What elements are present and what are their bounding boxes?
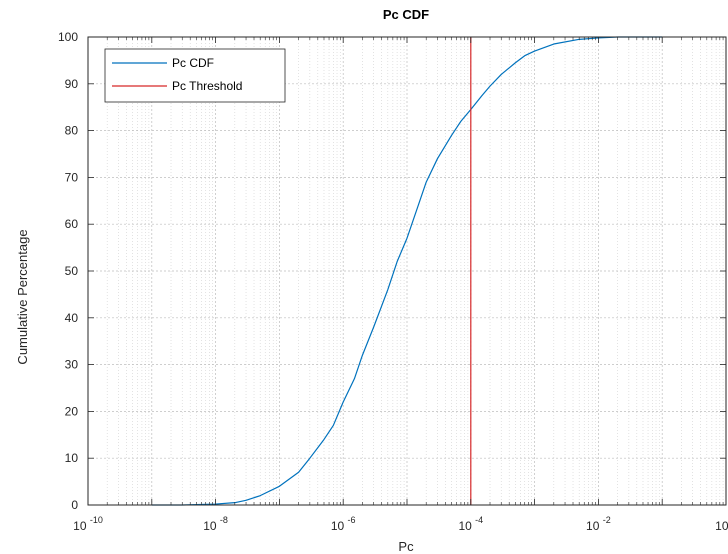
x-tick-label: 10 -6 [331,515,356,533]
x-tick-label-base: 10 [203,519,220,533]
y-tick-label: 40 [65,311,79,325]
x-tick-label: 10 -10 [73,515,103,533]
y-tick-label: 0 [71,498,78,512]
x-tick-label-exponent: -10 [90,515,103,525]
y-tick-label: 50 [65,264,79,278]
y-tick-label: 30 [65,358,79,372]
legend-box [104,48,286,103]
y-tick-label: 80 [65,124,79,138]
x-tick-label-base: 10 [586,519,603,533]
x-tick-label-exponent: -6 [348,515,356,525]
x-tick-label: 10 -2 [586,515,611,533]
x-axis-label: Pc [398,539,414,554]
y-axis-label: Cumulative Percentage [15,229,30,364]
y-tick-label: 100 [58,30,78,44]
y-tick-label: 60 [65,217,79,231]
x-tick-label-base: 10 [715,519,728,533]
legend: Pc CDF Pc Threshold [104,48,286,103]
x-tick-label: 10 0 [715,515,728,533]
x-tick-label-base: 10 [73,519,90,533]
x-tick-label-base: 10 [331,519,348,533]
grid-lines [87,36,727,506]
x-tick-label-exponent: -8 [220,515,228,525]
series-layer [151,36,663,506]
x-tick-label-exponent: -4 [475,515,483,525]
y-tick-label: 10 [65,451,79,465]
legend-label-pc-threshold: Pc Threshold [172,79,242,93]
y-tick-label: 20 [65,404,79,418]
tick-marks [87,36,727,506]
x-tick-label-exponent: -2 [603,515,611,525]
y-tick-labels: 0 10 20 30 40 50 60 70 80 90 100 [58,30,78,512]
x-tick-label-base: 10 [458,519,475,533]
legend-label-pc-cdf: Pc CDF [172,56,214,70]
x-tick-label: 10 -8 [203,515,228,533]
y-tick-label: 90 [65,77,79,91]
chart-title: Pc CDF [383,7,429,22]
x-tick-label: 10 -4 [458,515,483,533]
series-line-pc-cdf [151,36,663,506]
y-tick-label: 70 [65,170,79,184]
